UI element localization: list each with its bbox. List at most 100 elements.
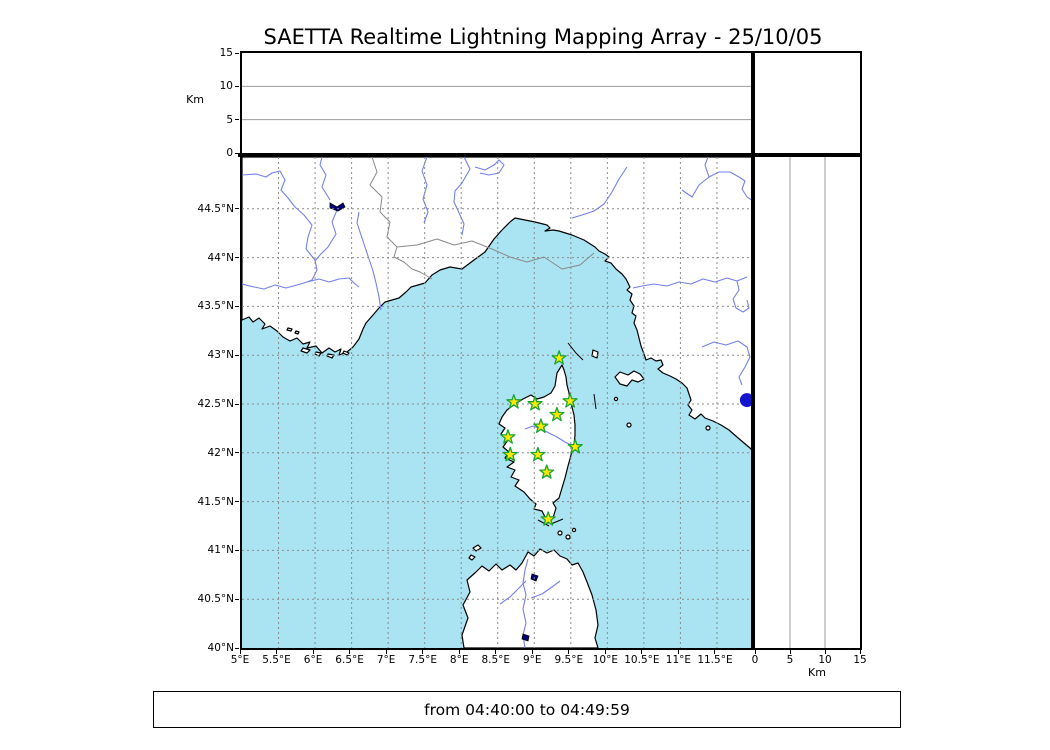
horizontal-separator [238,153,862,157]
maddalena-islet [571,527,577,533]
lat-tick-label: 42.5°N [197,398,234,410]
lat-tick [235,598,239,600]
maddalena-islet [557,530,563,536]
lon-tick [239,650,241,654]
rock-lines [537,342,597,527]
station-marker [539,464,555,479]
altitude-tick-top [235,52,239,54]
river-arno [632,276,748,289]
coastal-rocks [593,393,597,410]
lat-tick [235,257,239,259]
lon-tick [385,650,387,654]
figure-title: SAETTA Realtime Lightning Mapping Array … [263,25,823,49]
map-svg [242,157,755,648]
altitude-latitude-panel [755,157,862,650]
lightning-event-dot [739,393,754,408]
lat-tick [235,403,239,405]
maddalena-islet [565,534,571,540]
station-markers [500,350,583,526]
lat-tick-label: 40.5°N [197,593,234,606]
lat-tick-label: 43°N [207,349,234,362]
admin-borders [369,157,595,280]
landmasses [242,157,755,648]
country-border [369,157,433,280]
lon-tick [677,650,679,654]
river [453,157,471,236]
map-panel [240,157,755,650]
river [242,170,318,283]
lon-tick [714,650,716,654]
giraglia-rocks [567,342,584,361]
strait-rocks [537,519,550,527]
lon-tick-label: 6°E [303,654,323,666]
lat-tick-label: 44°N [207,251,234,264]
station-marker [506,394,522,409]
altitude-axis-label-top: Km [186,93,204,106]
lat-tick-label: 41.5°N [197,495,234,508]
river [474,159,505,176]
river [306,277,360,288]
altitude-longitude-svg [242,85,753,121]
marseille-islets [286,327,300,335]
lon-tick-label: 9.5°E [554,654,584,666]
station-marker [533,418,549,434]
station-marker [527,396,543,411]
lat-tick [235,549,239,551]
altitude-tick-top [235,119,239,121]
altitude-tick-top [235,152,239,154]
altitude-tick-right [789,650,791,654]
station-marker [549,406,565,422]
altitude-tick-top [235,85,239,87]
altitude-longitude-panel [240,51,753,153]
lon-tick [312,650,314,654]
altitude-tick-label-top: 5 [226,113,233,126]
lon-tick-label: 6.5°E [335,654,364,666]
river [732,280,750,313]
mainland-coast [242,157,755,455]
lon-tick-label: 8°E [449,654,469,666]
river [571,166,628,219]
lon-tick-label: 8.5°E [481,654,511,666]
hyeres-islands [300,347,350,359]
lat-tick-label: 40°N [207,642,234,654]
lon-tick [458,650,460,654]
lon-tick [604,650,606,654]
sardinia-island [461,548,599,648]
lon-tick-label: 10°E [592,654,618,666]
river-golo [524,425,574,447]
lake [521,633,530,642]
station-marker [500,429,516,444]
strait-rocks [550,518,564,525]
lightning-events [739,393,754,408]
lon-tick-label: 10.5°E [624,654,660,666]
lat-tick [235,305,239,307]
river [522,558,529,648]
lon-tick [349,650,351,654]
station-marker [551,350,567,365]
lon-tick-label: 9°E [522,654,542,666]
time-range-box: from 04:40:00 to 04:49:59 [153,691,901,728]
river [242,281,308,290]
lon-tick [568,650,570,654]
altitude-tick-label-right: 5 [786,654,794,666]
lon-tick-label: 11°E [665,654,692,666]
lat-tick [235,501,239,503]
river [681,171,746,198]
station-marker [540,511,556,526]
river [704,157,710,178]
giglio-island [705,425,711,431]
lon-tick-label: 5°E [230,654,250,666]
pianosa-island [613,396,619,402]
lon-tick-label: 11.5°E [697,654,733,666]
vertical-separator [751,51,755,650]
station-marker [562,393,578,408]
station-marker [567,438,583,454]
lon-tick-label: 7.5°E [408,654,437,666]
altitude-latitude-svg [789,157,826,648]
region-border [396,238,595,270]
lon-tick [531,650,533,654]
lon-tick [276,650,278,654]
river [356,211,382,311]
river [314,209,338,262]
